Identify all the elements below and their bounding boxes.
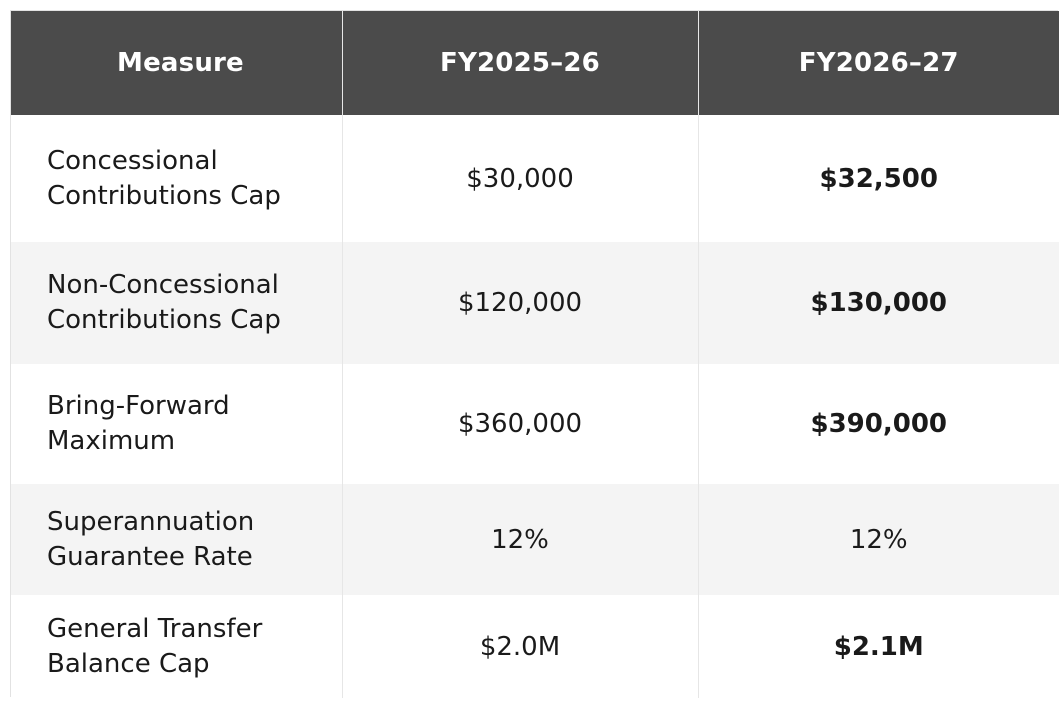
measure-cell: Superannuation Guarantee Rate [11,484,343,595]
measure-cell: Non-Concessional Contributions Cap [11,242,343,364]
fy2025-26-value: $30,000 [342,115,699,242]
measure-label-line2: Balance Cap [47,648,210,679]
column-header-fy2025-26: FY2025–26 [342,11,699,115]
table-body: Concessional Contributions Cap $30,000 $… [11,115,1059,698]
measure-label-line1: Concessional [47,145,218,176]
fy2026-27-value: $2.1M [698,595,1059,698]
fy2026-27-value: $32,500 [698,115,1059,242]
fy2025-26-value: 12% [342,484,699,595]
superannuation-caps-table: Measure FY2025–26 FY2026–27 Concessional… [10,10,1059,698]
fy2025-26-value: $360,000 [342,364,699,484]
column-header-fy2026-27: FY2026–27 [698,11,1059,115]
measure-label-line2: Guarantee Rate [47,541,253,572]
table-row: Superannuation Guarantee Rate 12% 12% [11,484,1059,595]
table-row: General Transfer Balance Cap $2.0M $2.1M [11,595,1059,698]
fy2026-27-value: 12% [698,484,1059,595]
measure-label-line2: Contributions Cap [47,305,281,335]
table-header: Measure FY2025–26 FY2026–27 [11,11,1059,115]
fy2025-26-value: $2.0M [342,595,699,698]
measure-label-line1: Non-Concessional [47,270,279,300]
fy2026-27-value: $390,000 [698,364,1059,484]
table-row: Non-Concessional Contributions Cap $120,… [11,242,1059,364]
fy2026-27-value: $130,000 [698,242,1059,364]
measure-label-line1: Superannuation [47,506,255,537]
measure-cell: Concessional Contributions Cap [11,115,343,242]
column-header-measure: Measure [11,11,343,115]
caps-table: Measure FY2025–26 FY2026–27 Concessional… [11,11,1059,698]
measure-label-line2: Maximum [47,426,176,456]
measure-label-line1: Bring-Forward [47,391,230,421]
measure-label-line2: Contributions Cap [47,180,281,211]
table-row: Concessional Contributions Cap $30,000 $… [11,115,1059,242]
measure-label-line1: General Transfer [47,613,263,644]
measure-cell: Bring-Forward Maximum [11,364,343,484]
fy2025-26-value: $120,000 [342,242,699,364]
measure-cell: General Transfer Balance Cap [11,595,343,698]
table-row: Bring-Forward Maximum $360,000 $390,000 [11,364,1059,484]
header-row: Measure FY2025–26 FY2026–27 [11,11,1059,115]
